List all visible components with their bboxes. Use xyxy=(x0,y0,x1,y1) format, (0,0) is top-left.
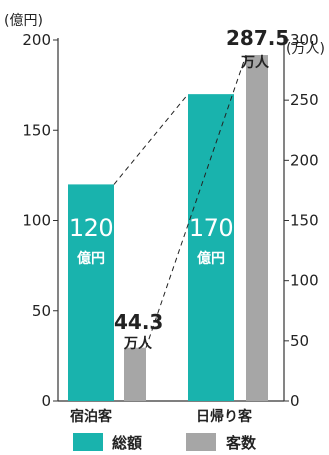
legend-label-count: 客数 xyxy=(226,434,257,452)
right-tick-label: 200 xyxy=(290,151,319,169)
right-axis-unit-label: (万人) xyxy=(286,41,325,57)
category-label-day: 日帰り客 xyxy=(196,409,252,425)
legend-swatch-count xyxy=(186,433,216,451)
category-label-stay: 宿泊客 xyxy=(70,409,112,425)
total-bar-label-value-stay: 120 xyxy=(68,214,114,242)
left-tick-label: 0 xyxy=(41,392,51,410)
total-bar-label-unit-stay: 億円 xyxy=(77,251,105,267)
count-annotation-unit-day: 万人 xyxy=(241,55,269,71)
left-tick-label: 200 xyxy=(22,31,51,49)
right-tick-label: 100 xyxy=(290,272,319,290)
right-tick-label: 150 xyxy=(290,212,319,230)
left-tick-label: 100 xyxy=(22,212,51,230)
count-annotation-value-stay: 44.3 xyxy=(114,310,164,334)
left-tick-label: 150 xyxy=(22,121,51,139)
right-tick-label: 50 xyxy=(290,332,309,350)
count-annotation-value-day: 287.5 xyxy=(226,26,290,50)
count-annotation-unit-stay: 万人 xyxy=(124,336,152,352)
total-bar-label-unit-day: 億円 xyxy=(197,251,225,267)
total-bar-label-value-day: 170 xyxy=(188,214,234,242)
total-bar xyxy=(68,184,114,401)
legend-swatch-total xyxy=(73,433,103,451)
left-tick-label: 50 xyxy=(32,302,51,320)
count-bar xyxy=(246,55,268,402)
right-tick-label: 0 xyxy=(290,392,300,410)
left-axis-unit-label: (億円) xyxy=(4,13,43,29)
right-tick-label: 300 xyxy=(290,31,319,49)
total-connector-line xyxy=(113,93,189,185)
legend-label-total: 総額 xyxy=(112,434,143,452)
right-tick-label: 250 xyxy=(290,91,319,109)
count-bar xyxy=(124,347,146,401)
total-bar xyxy=(188,94,234,402)
count-connector-line xyxy=(145,54,247,348)
